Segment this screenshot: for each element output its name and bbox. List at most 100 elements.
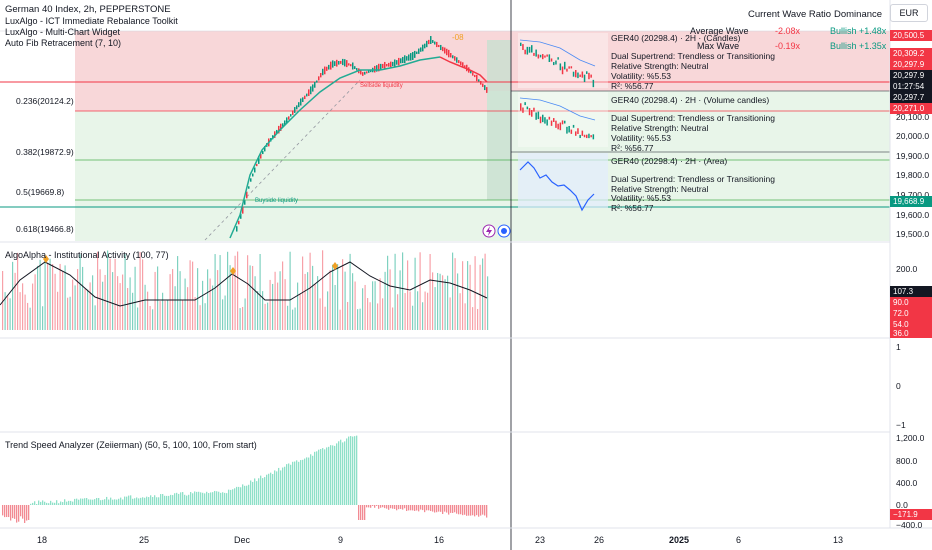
candle [338,61,340,65]
time-tick: 13 [833,535,844,545]
speed-bar [436,505,438,513]
mini-candle [533,107,535,112]
pane4-tick: −400.0 [896,520,923,530]
indicator-legend-3[interactable]: Auto Fib Retracement (7, 10) [5,38,122,48]
mini-candle [557,123,559,130]
indicator-legend-1[interactable]: LuxAlgo - ICT Immediate Rebalance Toolki… [5,16,178,26]
trend-dashed-line [204,79,361,241]
activity-bar [159,301,161,330]
speed-bar [322,448,324,505]
candle [236,226,238,232]
speed-bar [302,459,304,505]
activity-bar [457,273,459,330]
activity-bar [354,281,356,330]
activity-bar [309,252,311,330]
speed-bar [160,494,162,505]
chart-title[interactable]: German 40 Index, 2h, PEPPERSTONE [5,4,171,15]
widget-panel-3-r2: R²: %56.77 [611,203,654,213]
candle [280,123,282,131]
activity-bar [359,308,361,330]
activity-bar [102,281,104,330]
candle [474,74,476,78]
speed-bar [230,489,232,505]
speed-bar [172,495,174,505]
pane3-tick: −1 [896,420,906,430]
candle [350,64,352,67]
mini-candle [555,120,557,128]
activity-bar [174,286,176,330]
activity-bar [54,273,56,330]
premium-zone [75,31,487,111]
widget-panel-3-strength: Relative Strength: Neutral [611,184,709,194]
activity-bar [149,306,151,330]
pane3-tick: 0 [896,381,901,391]
activity-bar [374,281,376,330]
candle [240,213,242,219]
mini-candle [546,119,548,126]
trend-speed-histogram [2,435,488,523]
activity-bar [454,258,456,330]
speed-bar [278,467,280,505]
activity-bar [64,265,66,330]
activity-bar [362,288,364,330]
candle [352,62,354,70]
speed-bar [28,505,30,520]
speed-bar [432,505,434,512]
activity-bar [124,254,126,330]
pane4-title[interactable]: Trend Speed Analyzer (Zeiierman) (50, 5,… [5,440,257,450]
mini-candle [588,133,590,139]
speed-bar [154,495,156,505]
activity-bar [84,288,86,330]
activity-bar [449,297,451,330]
candle [312,84,314,92]
speed-bar [306,457,308,505]
speed-bar [396,505,398,511]
supertrend-line-bull [229,56,441,239]
speed-bar [318,449,320,505]
mini-candle [575,131,577,136]
candle [252,173,254,177]
activity-bar [414,257,416,330]
activity-bar [397,294,399,330]
speed-bar [324,449,326,505]
candle [428,39,430,45]
speed-bar [8,505,10,518]
speed-bar [22,505,24,519]
activity-bar [327,291,329,330]
mini-candle [524,102,526,106]
pane3-tick: 1 [896,342,901,352]
time-tick: 16 [434,535,445,545]
activity-bar [289,251,291,330]
activity-bar [234,255,236,330]
activity-bar [39,259,41,330]
widget-panel-2-supertrend: Dual Supertrend: Trendless or Transition… [611,113,775,123]
speed-bar [84,498,86,505]
activity-bar [334,285,336,330]
mini-candle [572,71,575,77]
speed-bar [186,495,188,505]
fib-label-0618: 0.618(19466.8) [16,224,74,234]
widget-panel-2-title: GER40 (20298.4) · 2H · (Volume candles) [611,95,770,105]
indicator-legend-2[interactable]: LuxAlgo - Multi-Chart Widget [5,27,121,37]
speed-bar [472,505,474,516]
wave-row-2-ratio: -0.19x [775,41,801,51]
activity-bar [114,258,116,330]
speed-bar [256,481,258,505]
mini-candle [579,134,581,139]
currency-selector[interactable]: EUR [890,4,928,22]
speed-bar [126,496,128,505]
activity-bar [367,298,369,330]
pane2-title[interactable]: AlgoAlpha - Institutional Activity (100,… [5,250,169,260]
speed-bar [402,505,404,510]
activity-bar [69,296,71,330]
activity-bar [379,278,381,330]
speed-bar [184,494,186,505]
candle [400,58,402,64]
activity-bar [249,265,251,330]
time-tick: 25 [139,535,150,545]
widget-panel-1-bg [518,33,608,88]
mini-candle [588,72,590,80]
speed-bar [458,505,460,515]
